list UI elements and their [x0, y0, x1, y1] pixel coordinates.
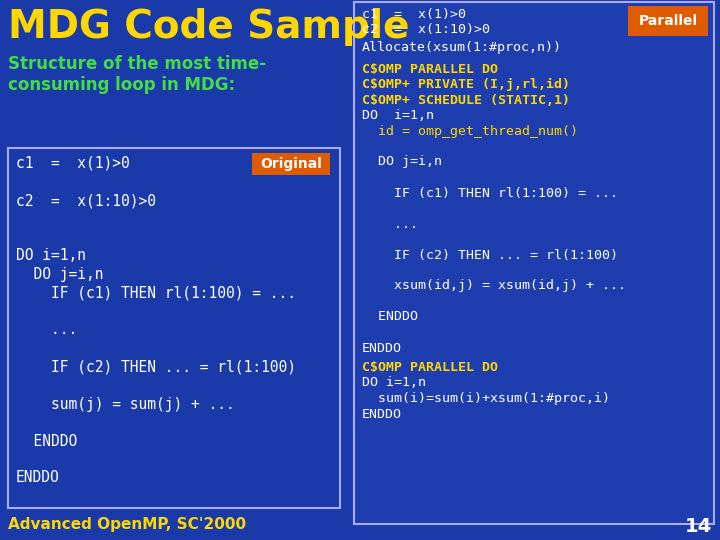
- Text: DO i=1,n: DO i=1,n: [16, 248, 86, 264]
- Text: ...: ...: [16, 322, 77, 338]
- Text: ENDDO: ENDDO: [362, 341, 402, 354]
- Text: IF (c1) THEN rl(1:100) = ...: IF (c1) THEN rl(1:100) = ...: [16, 286, 296, 300]
- Text: c1  =  x(1)>0: c1 = x(1)>0: [362, 8, 466, 21]
- Text: MDG Code Sample: MDG Code Sample: [8, 8, 410, 46]
- Text: C$OMP PARALLEL DO: C$OMP PARALLEL DO: [362, 361, 498, 374]
- Bar: [8, 148, 340, 508]
- Text: C$OMP+ PRIVATE (I,j,rl,id): C$OMP+ PRIVATE (I,j,rl,id): [362, 78, 570, 91]
- Text: c1  =  x(1)>0: c1 = x(1)>0: [16, 156, 130, 171]
- Text: Original: Original: [260, 157, 322, 171]
- Text: Structure of the most time-
consuming loop in MDG:: Structure of the most time- consuming lo…: [8, 55, 266, 94]
- Text: DO j=i,n: DO j=i,n: [16, 267, 104, 282]
- Text: sum(j) = sum(j) + ...: sum(j) = sum(j) + ...: [16, 396, 235, 411]
- Text: Parallel: Parallel: [639, 14, 698, 28]
- Text: Allocate(xsum(1:#proc,n)): Allocate(xsum(1:#proc,n)): [362, 41, 562, 54]
- Text: ...: ...: [362, 218, 418, 231]
- Text: c2  =  x(1:10)>0: c2 = x(1:10)>0: [16, 193, 156, 208]
- Text: DO  i=1,n: DO i=1,n: [362, 109, 434, 122]
- Text: ENDDO: ENDDO: [362, 310, 418, 323]
- Text: IF (c2) THEN ... = rl(1:100): IF (c2) THEN ... = rl(1:100): [16, 360, 296, 375]
- Text: xsum(id,j) = xsum(id,j) + ...: xsum(id,j) = xsum(id,j) + ...: [362, 280, 626, 293]
- Text: sum(i)=sum(i)+xsum(1:#proc,i): sum(i)=sum(i)+xsum(1:#proc,i): [362, 392, 610, 405]
- Text: C$OMP PARALLEL DO: C$OMP PARALLEL DO: [362, 63, 498, 76]
- Text: c2  =  x(1:10)>0: c2 = x(1:10)>0: [362, 24, 490, 37]
- Text: 14: 14: [685, 517, 712, 536]
- Text: ENDDO: ENDDO: [16, 470, 60, 485]
- Text: IF (c1) THEN rl(1:100) = ...: IF (c1) THEN rl(1:100) = ...: [362, 186, 618, 199]
- Text: ENDDO: ENDDO: [16, 434, 77, 449]
- Bar: [252, 153, 330, 175]
- Bar: [354, 2, 714, 524]
- Text: Advanced OpenMP, SC'2000: Advanced OpenMP, SC'2000: [8, 517, 246, 532]
- Text: ENDDO: ENDDO: [362, 408, 402, 421]
- Text: id = omp_get_thread_num(): id = omp_get_thread_num(): [362, 125, 578, 138]
- Text: DO j=i,n: DO j=i,n: [362, 156, 442, 168]
- Text: C$OMP+ SCHEDULE (STATIC,1): C$OMP+ SCHEDULE (STATIC,1): [362, 93, 570, 106]
- Bar: [628, 6, 708, 36]
- Text: DO i=1,n: DO i=1,n: [362, 376, 426, 389]
- Text: IF (c2) THEN ... = rl(1:100): IF (c2) THEN ... = rl(1:100): [362, 248, 618, 261]
